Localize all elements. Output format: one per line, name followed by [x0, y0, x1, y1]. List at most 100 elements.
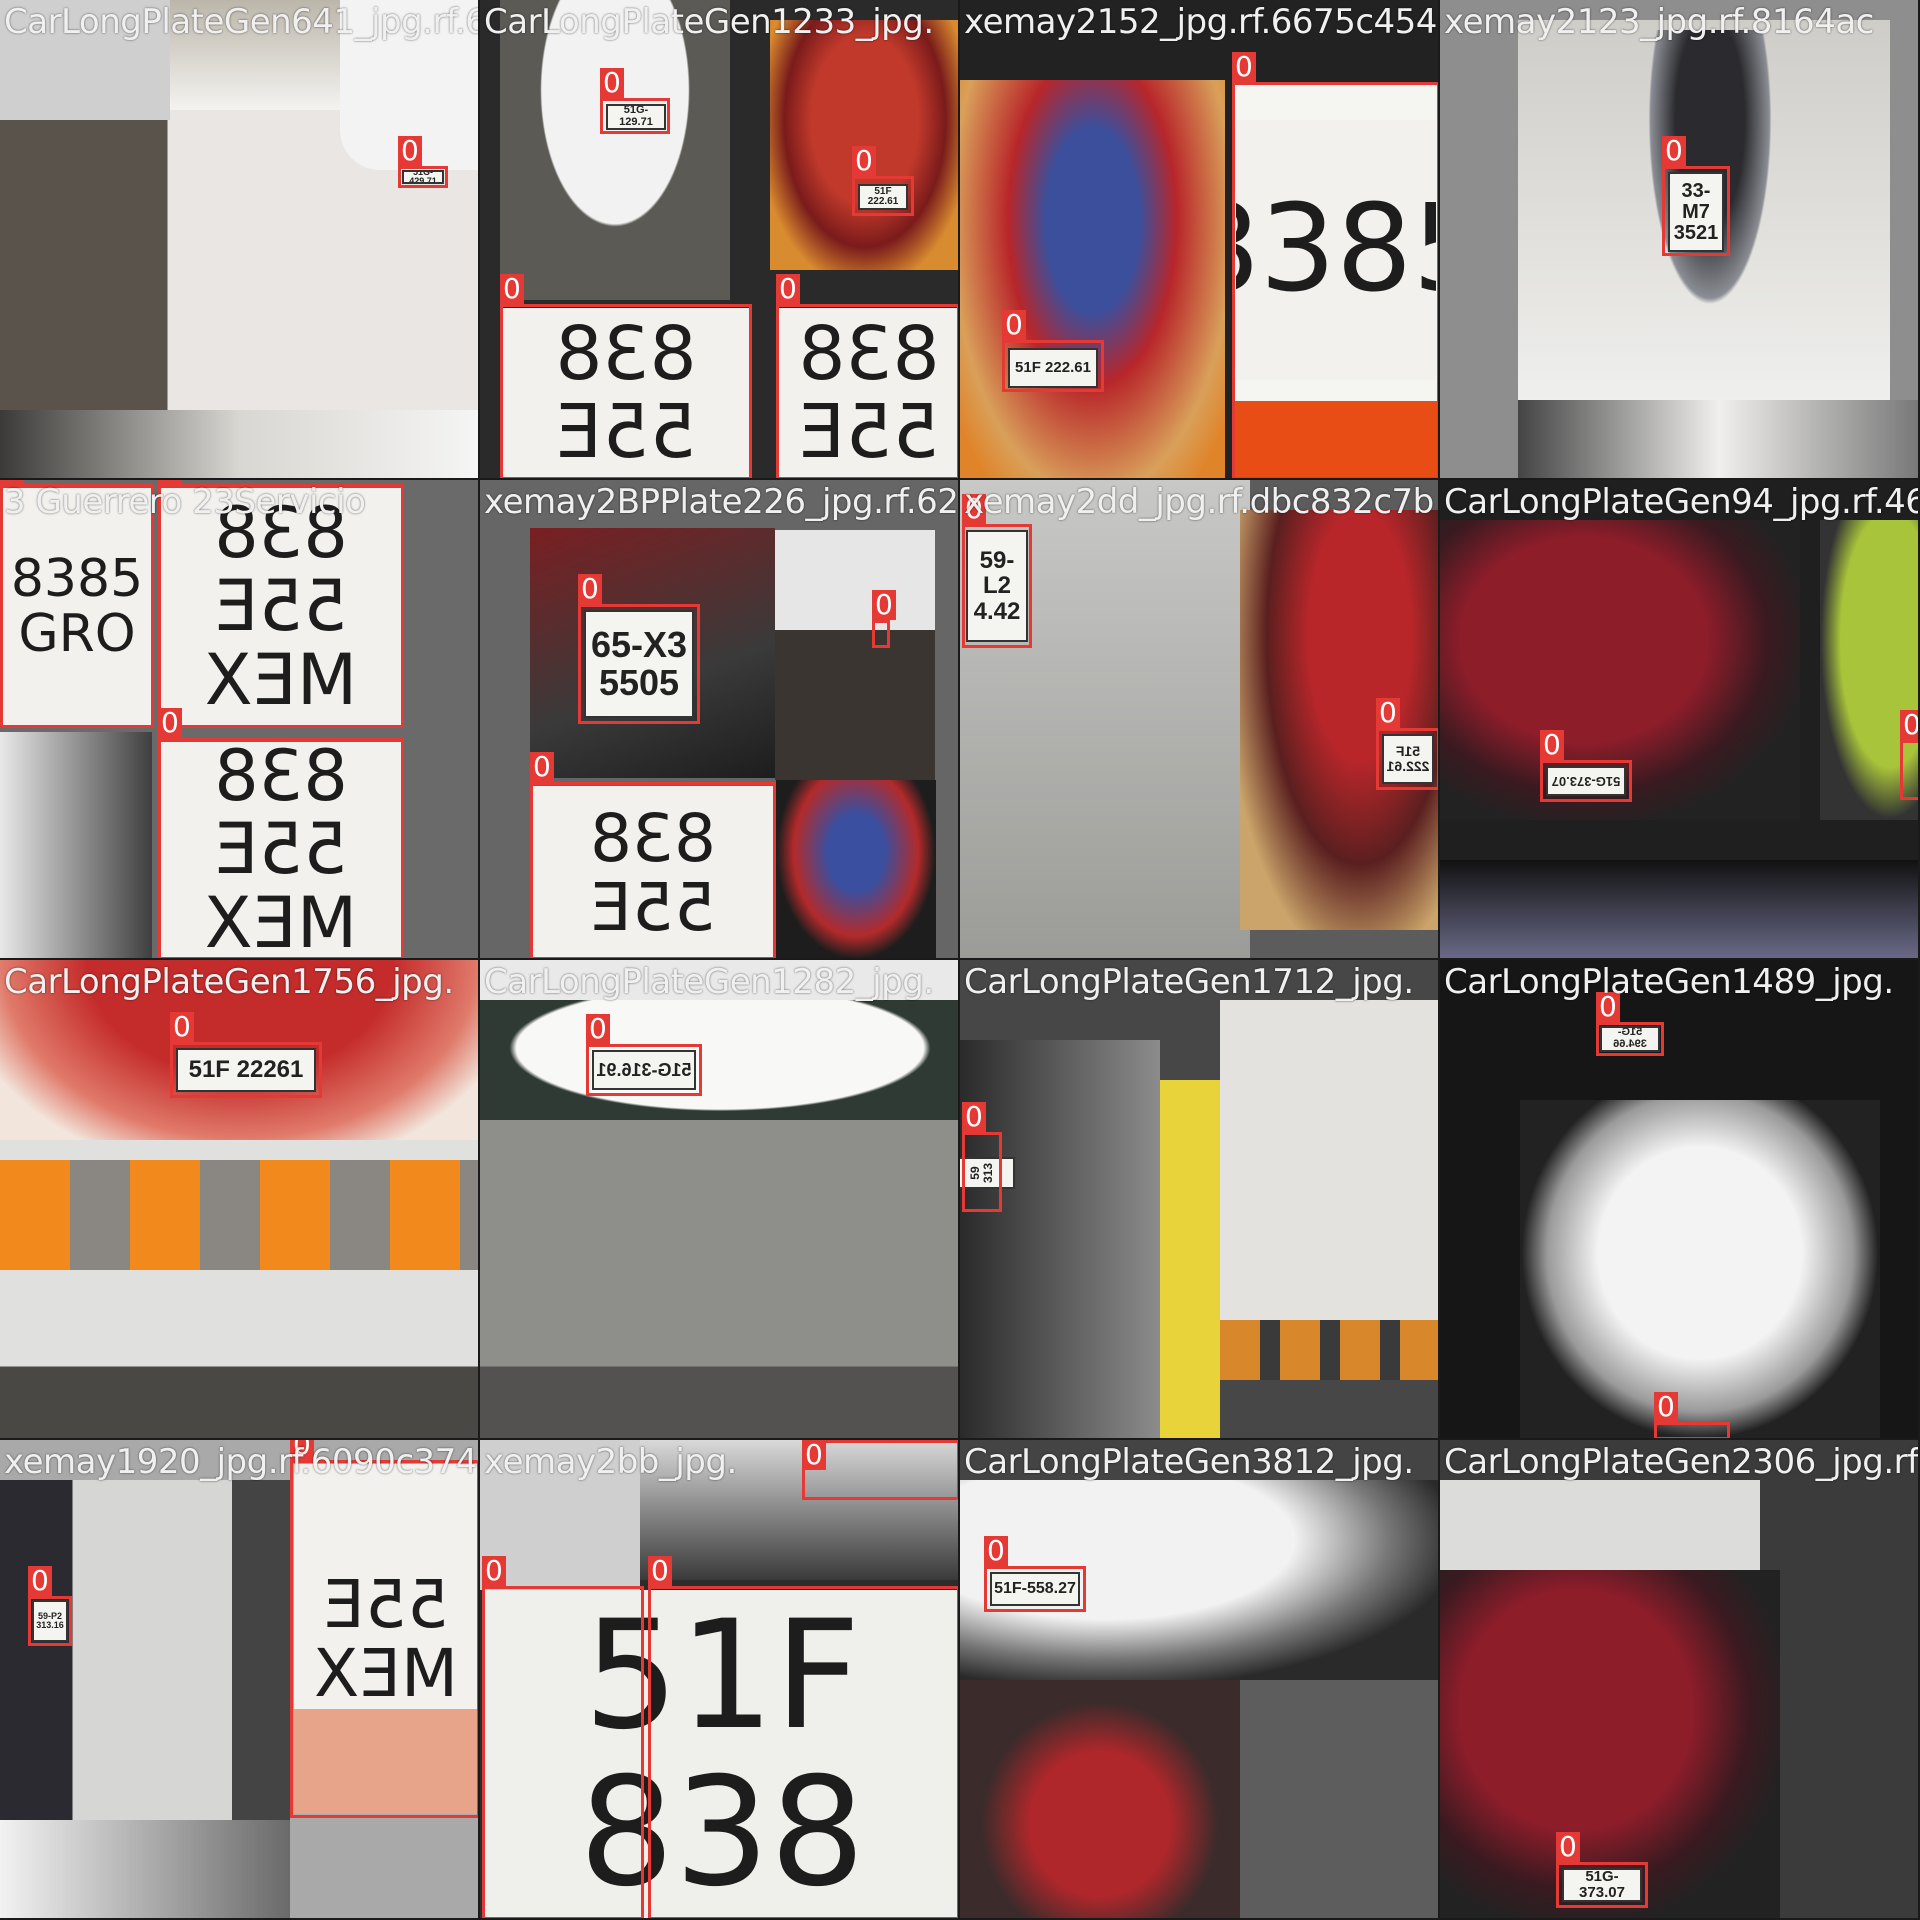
class-label: 0 — [1662, 136, 1686, 166]
class-label: 0 — [1596, 992, 1620, 1022]
mosaic-tile: 51F 22261 0 CarLongPlateGen1756_jpg. — [0, 960, 480, 1440]
license-plate: 8385 GRO — [2, 488, 152, 726]
tile-caption: CarLongPlateGen641_jpg.rf.6ab... — [4, 2, 478, 42]
detection-box — [158, 738, 404, 958]
class-label: 0 — [1654, 1392, 1678, 1422]
class-label: 0 — [0, 480, 24, 484]
tile-caption: CarLongPlateGen94_jpg.rf.46d — [1444, 482, 1920, 522]
detection-box — [1376, 728, 1438, 790]
class-label: 0 — [158, 480, 182, 484]
tile-caption: CarLongPlateGen3812_jpg. — [964, 1442, 1414, 1482]
mosaic-tile: 51G-373.07 0 0 CarLongPlateGen94_jpg.rf.… — [1440, 480, 1920, 960]
mosaic-tile: 51F 222.61 0 8385 0 xemay2152_jpg.rf.667… — [960, 0, 1440, 480]
detection-box — [578, 604, 700, 724]
class-label: 0 — [776, 274, 800, 304]
detection-box — [776, 304, 958, 478]
class-label: 0 — [482, 1556, 506, 1586]
class-label: 0 — [398, 136, 422, 166]
detection-box — [1002, 340, 1104, 392]
class-label: 0 — [1232, 52, 1256, 82]
class-label: 0 — [600, 68, 624, 98]
license-plate: 59-L2 4.42 — [966, 530, 1028, 642]
mosaic-tile: 51G-129.71 0 51F 222.61 0 838 55E 0 838 … — [480, 0, 960, 480]
class-label: 0 — [158, 708, 182, 738]
mosaic-tile: 33-M7 3521 0 xemay2123_jpg.rf.8164ac — [1440, 0, 1920, 480]
license-plate: 51F 222.61 — [858, 184, 908, 210]
tile-caption: xemay1920_jpg.rf.6090c3743 — [4, 1442, 480, 1482]
detection-box — [962, 524, 1032, 648]
detection-box — [1654, 1422, 1730, 1438]
mosaic-tile: 59 313 0 CarLongPlateGen1712_jpg. — [960, 960, 1440, 1440]
mosaic-tile: 51G-394.66 0 0 CarLongPlateGen1489_jpg. — [1440, 960, 1920, 1440]
detection-box — [28, 1596, 72, 1646]
detection-box — [290, 1460, 478, 1818]
license-plate: 8385 — [1236, 120, 1436, 380]
tile-caption: CarLongPlateGen1489_jpg. — [1444, 962, 1894, 1002]
detection-box — [1900, 740, 1918, 800]
license-plate: 51G-373.07 — [1562, 1868, 1642, 1902]
mosaic-tile: 51G-429.71 0 CarLongPlateGen641_jpg.rf.6… — [0, 0, 480, 480]
detection-box — [1540, 760, 1632, 802]
detection-box — [530, 782, 776, 958]
detection-box — [482, 1586, 644, 1918]
mosaic-tile: 0 51F 838 0 0 xemay2bb_jpg. — [480, 1440, 960, 1920]
class-label: 0 — [1900, 710, 1918, 740]
class-label: 0 — [1002, 310, 1026, 340]
tile-caption: 3 Guerrero 23Servicio — [4, 482, 366, 522]
license-plate: 51F 838 — [484, 1590, 958, 1918]
detection-box — [802, 1440, 958, 1500]
detection-box — [852, 176, 914, 216]
class-label: 0 — [962, 1102, 986, 1132]
detection-box — [984, 1566, 1086, 1612]
detection-box — [1596, 1022, 1664, 1056]
tile-caption: CarLongPlateGen1233_jpg. — [484, 2, 934, 42]
detection-box — [962, 1132, 1002, 1212]
tile-caption: CarLongPlateGen1756_jpg. — [4, 962, 454, 1002]
tile-caption: xemay2123_jpg.rf.8164ac — [1444, 2, 1874, 42]
class-label: 0 — [28, 1566, 52, 1596]
class-label: 0 — [500, 274, 524, 304]
detection-box — [500, 304, 752, 478]
tile-caption: CarLongPlateGen2306_jpg.rf — [1444, 1442, 1919, 1482]
tile-caption: xemay2bb_jpg. — [484, 1442, 737, 1482]
class-label: 0 — [586, 1014, 610, 1044]
class-label: 0 — [290, 1440, 314, 1460]
license-plate: 59-P2 313.16 — [32, 1600, 68, 1642]
class-label: 0 — [802, 1440, 826, 1470]
class-label: 0 — [1540, 730, 1564, 760]
mosaic-tile: 51F-558.27 0 CarLongPlateGen3812_jpg. — [960, 1440, 1440, 1920]
detection-box — [872, 620, 890, 648]
license-plate: 33-M7 3521 — [1668, 172, 1724, 252]
license-plate: 51G-429.71 — [402, 170, 444, 184]
class-label: 0 — [872, 590, 896, 620]
mosaic-tile: 51G-316.91 0 CarLongPlateGen1282_jpg. — [480, 960, 960, 1440]
detection-box — [648, 1586, 958, 1918]
detection-box — [586, 1044, 702, 1096]
license-plate: 51F 22261 — [176, 1048, 316, 1092]
class-label: 0 — [170, 1012, 194, 1042]
class-label: 0 — [962, 494, 986, 524]
detection-box — [1662, 166, 1730, 256]
detection-box — [600, 98, 670, 134]
tile-caption: CarLongPlateGen1282_jpg. — [484, 962, 934, 1002]
tile-caption: xemay2152_jpg.rf.6675c454 — [964, 2, 1437, 42]
tile-caption: xemay2BPPlate226_jpg.rf.62 — [484, 482, 959, 522]
tile-caption: xemay2dd_jpg.rf.dbc832c7b — [964, 482, 1434, 522]
class-label: 0 — [530, 752, 554, 782]
class-label: 0 — [648, 1556, 672, 1586]
class-label: 0 — [852, 146, 876, 176]
detection-box — [170, 1042, 322, 1098]
detection-box — [0, 484, 154, 728]
class-label: 0 — [984, 1536, 1008, 1566]
license-plate: 51F 222.61 — [1008, 348, 1098, 388]
mosaic-tile: 8385 GRO 0 838 55E MEX 0 838 55E MEX 0 3… — [0, 480, 480, 960]
license-plate: 65-X3 5505 — [584, 610, 694, 718]
mosaic-tile: 51G-373.07 0 CarLongPlateGen2306_jpg.rf — [1440, 1440, 1920, 1920]
mosaic-tile: 59-L2 4.42 0 51F 222.61 0 xemay2dd_jpg.r… — [960, 480, 1440, 960]
detection-box — [398, 166, 448, 188]
tile-caption: CarLongPlateGen1712_jpg. — [964, 962, 1414, 1002]
mosaic-tile: 65-X3 5505 0 0 838 55E 0 xemay2BPPlate22… — [480, 480, 960, 960]
detection-box — [1556, 1862, 1648, 1908]
class-label: 0 — [1556, 1832, 1580, 1862]
